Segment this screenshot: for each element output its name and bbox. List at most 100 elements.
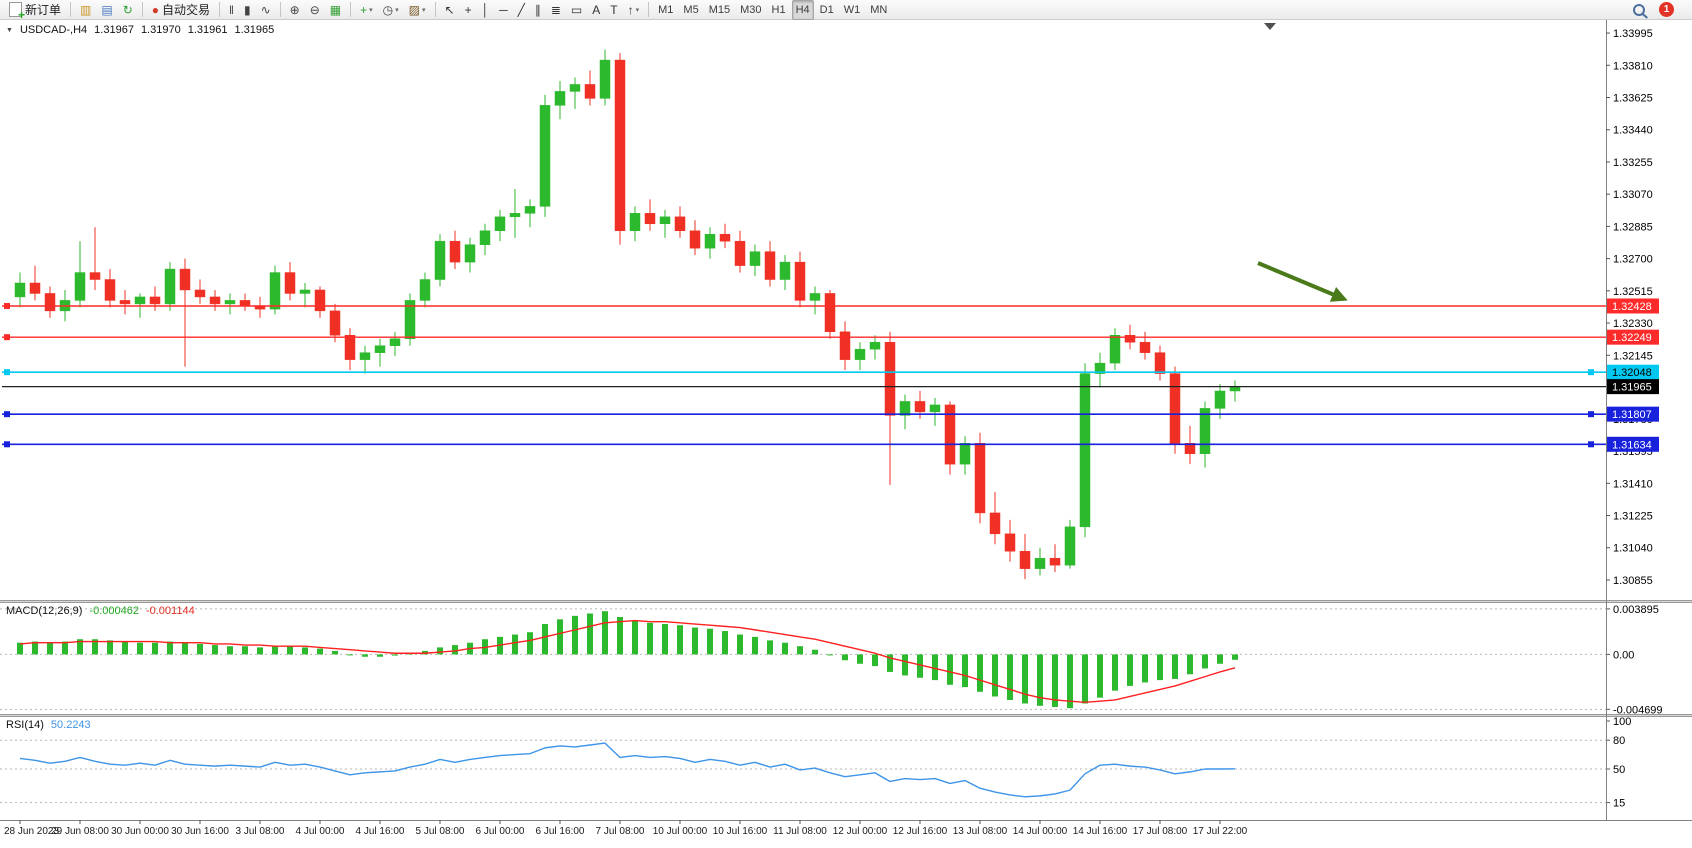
search-button[interactable] [1629, 0, 1649, 20]
shapes-button[interactable]: ▭ [567, 0, 586, 20]
macd-histogram[interactable] [17, 611, 1238, 709]
candle-up [509, 213, 521, 218]
line-handle[interactable] [4, 411, 10, 418]
auto-trading-icon: ● [151, 2, 160, 17]
line-chart-button[interactable]: ∿ [257, 0, 275, 20]
shapes-icon: ▭ [570, 2, 583, 17]
line-handle[interactable] [1588, 411, 1594, 418]
vertical-line-button[interactable]: │ [478, 0, 494, 20]
line-handle[interactable] [4, 302, 10, 309]
navigator-button[interactable]: ↻ [119, 0, 137, 20]
zoom-in-button[interactable]: ⊕ [286, 0, 304, 20]
line-chart-icon: ∿ [260, 2, 271, 17]
zoom-out-button[interactable]: ⊖ [306, 0, 324, 20]
dropdown-arrow-icon: ▾ [369, 6, 373, 14]
candles-layer[interactable] [14, 49, 1241, 580]
timeframe-m30-button[interactable]: M30 [736, 0, 765, 20]
toolbar-separator [434, 2, 436, 17]
candle-down [29, 282, 41, 294]
price-axis[interactable]: 1.33995 1.33810 1.33625 1.33440 1.33255 1.330… [1606, 20, 1659, 820]
rsi-axis-label: 80 [1613, 735, 1625, 747]
market-watch-button[interactable]: ▥ [76, 0, 95, 20]
candle-down [119, 300, 131, 305]
price-label: 1.33440 [1613, 125, 1653, 137]
chart-shift-marker-icon[interactable] [1264, 23, 1276, 30]
new-order-button[interactable]: 新订单 [5, 0, 65, 21]
candlestick-icon: ▮ [244, 2, 251, 17]
dropdown-arrow-icon: ▾ [422, 6, 426, 14]
timeframe-w1-button[interactable]: W1 [840, 0, 865, 20]
line-handle[interactable] [1588, 369, 1594, 376]
market-watch-icon: ▥ [80, 2, 92, 17]
timeframe-m1-button-label: M1 [658, 3, 674, 16]
candle-up [359, 352, 371, 360]
templates-button[interactable]: ▨ ▾ [405, 0, 430, 20]
tile-windows-button[interactable]: ▦ [326, 0, 345, 20]
timeframe-m5-button[interactable]: M5 [679, 0, 702, 20]
line-handle[interactable] [4, 369, 10, 376]
candle-up [1034, 557, 1046, 569]
down-right-arrow[interactable] [1257, 261, 1348, 302]
candle-up [569, 84, 581, 92]
price-label: 1.31225 [1613, 511, 1653, 523]
candlestick-chart-button[interactable]: ▮ [240, 0, 255, 20]
timeframe-d1-button[interactable]: D1 [816, 0, 838, 20]
candle-down [284, 272, 296, 294]
candle-down [1184, 442, 1196, 454]
candle-down [239, 300, 251, 306]
line-handle[interactable] [4, 334, 10, 341]
support-line-blue-upper[interactable] [2, 411, 1606, 418]
periods-button[interactable]: ◷ ▾ [379, 0, 403, 20]
rsi-axis-label: 50 [1613, 764, 1625, 776]
macd-signal-line[interactable] [19, 619, 1236, 704]
time-label: 12 Jul 00:00 [833, 826, 888, 837]
candle-down [689, 230, 701, 249]
support-line-blue-lower[interactable] [2, 441, 1606, 448]
text-button[interactable]: A [588, 0, 604, 20]
indicators-button[interactable]: + ▾ [356, 0, 377, 20]
candle-down [974, 442, 986, 514]
timeframe-m15-button[interactable]: M15 [705, 0, 734, 20]
trendline-button[interactable]: ╱ [514, 0, 529, 20]
arrows-button[interactable]: ↑ ▾ [624, 0, 644, 20]
line-handle[interactable] [1588, 441, 1594, 448]
resistance-line-lower[interactable] [2, 334, 1606, 341]
svg-text:1.32249: 1.32249 [1612, 332, 1652, 344]
bar-chart-button[interactable]: ‖ [225, 0, 238, 20]
timeframe-m1-button[interactable]: M1 [654, 0, 677, 20]
fibonacci-button[interactable]: ≣ [547, 0, 565, 20]
channel-button[interactable]: ∥ [531, 0, 545, 20]
timeframe-h1-button[interactable]: H1 [768, 0, 790, 20]
macd-axis-label: 0.003895 [1613, 604, 1659, 616]
panel-separators[interactable] [0, 600, 1692, 821]
notification-badge[interactable]: 1 [1659, 2, 1674, 17]
candle-down [1154, 352, 1166, 374]
candle-up [869, 341, 881, 350]
timeframe-h4-button[interactable]: H4 [791, 0, 814, 20]
rsi-axis-label: 15 [1613, 798, 1625, 810]
cursor-button[interactable]: ↖ [441, 0, 459, 20]
dropdown-arrow-icon: ▾ [395, 6, 399, 14]
label-button[interactable]: T [606, 0, 621, 20]
candle-down [179, 268, 191, 291]
candle-up [224, 300, 236, 305]
candle-down [104, 279, 116, 301]
crosshair-button[interactable]: + [461, 0, 476, 20]
auto-trading-button-label: 自动交易 [162, 3, 211, 17]
toolbar: 新订单▥▤↻●自动交易‖▮∿⊕⊖▦+▾◷▾▨▾↖+│─╱∥≣▭AT↑▾M1M5M… [0, 0, 1692, 21]
timeframe-mn-button[interactable]: MN [866, 0, 891, 20]
price-label: 1.33810 [1613, 60, 1653, 72]
horizontal-line-button[interactable]: ─ [495, 0, 512, 20]
level-line-cyan[interactable] [2, 369, 1606, 376]
price-label: 1.33995 [1613, 28, 1653, 40]
resistance-line-upper[interactable] [2, 302, 1606, 309]
data-window-button[interactable]: ▤ [97, 0, 116, 20]
candle-down [764, 251, 776, 280]
svg-text:1.31634: 1.31634 [1612, 439, 1652, 451]
line-handle[interactable] [4, 441, 10, 448]
auto-trading-button[interactable]: ● 自动交易 [148, 0, 214, 20]
rsi-line[interactable] [19, 742, 1236, 798]
trendline-icon: ╱ [517, 2, 525, 17]
